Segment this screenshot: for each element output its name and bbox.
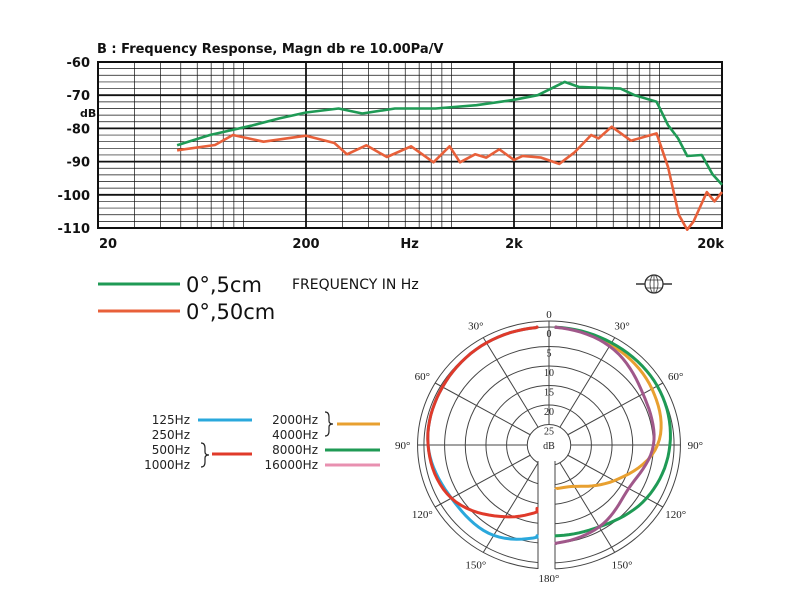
frequency-grid bbox=[97, 61, 723, 229]
x-tick-label: 2k bbox=[505, 237, 523, 252]
legend-125hz: 125Hz bbox=[152, 413, 190, 427]
legend-250hz: 250Hz bbox=[152, 428, 190, 442]
polar-radial-line bbox=[559, 337, 616, 428]
y-tick-label: -60 bbox=[67, 56, 91, 71]
polar-curve-16000hz bbox=[554, 325, 656, 545]
polar-ring-label: 0 bbox=[547, 329, 552, 340]
polar-radial-line bbox=[559, 462, 616, 553]
polar-curve-500hz-1000hz bbox=[426, 325, 539, 519]
polar-radial-line bbox=[482, 462, 539, 553]
polar-ring-label: 15 bbox=[544, 388, 554, 399]
polar-angle-label-right: 60° bbox=[668, 371, 683, 383]
x-tick-label: 20 bbox=[99, 237, 117, 252]
polar-labels: 0 dB 180° 0 5 10 15 20 25 30° 30° 60° 60° 90° 90° 12… bbox=[395, 309, 703, 585]
polar-radial-line bbox=[567, 382, 664, 436]
legend-1000hz: 1000Hz bbox=[144, 458, 190, 472]
polar-angle-label-left: 30° bbox=[468, 320, 483, 332]
legend-8000hz: 8000Hz bbox=[272, 443, 318, 457]
polar-grid bbox=[417, 320, 681, 578]
legend-4000hz: 4000Hz bbox=[272, 428, 318, 442]
frequency-curves bbox=[176, 80, 724, 231]
frequency-annotation: FREQUENCY IN Hz bbox=[292, 277, 419, 293]
series-line-50cm bbox=[176, 125, 724, 231]
bk-logo bbox=[636, 274, 672, 294]
x-tick-label: 20k bbox=[697, 237, 724, 252]
polar-curves bbox=[426, 325, 672, 545]
polar-angle-label-left: 90° bbox=[395, 440, 410, 452]
y-axis-label: dB bbox=[80, 107, 96, 120]
polar-angle-label-right: 90° bbox=[688, 440, 703, 452]
polar-angle-label-right: 120° bbox=[665, 509, 686, 521]
x-tick-label: 200 bbox=[292, 237, 319, 252]
legend-label-5cm: 0°,5cm bbox=[186, 273, 262, 297]
polar-angle-label-left: 120° bbox=[412, 509, 433, 521]
polar-unit-label: dB bbox=[543, 441, 555, 452]
legend-2000hz: 2000Hz bbox=[272, 413, 318, 427]
polar-radial-line bbox=[434, 382, 531, 436]
polar-180-label: 180° bbox=[539, 573, 560, 585]
polar-angle-label-left: 60° bbox=[415, 371, 430, 383]
x-tick-label: Hz bbox=[400, 237, 418, 252]
polar-curve-2000hz-4000hz bbox=[554, 325, 663, 491]
polar-ring-label: 25 bbox=[544, 427, 554, 438]
y-tick-label: -100 bbox=[57, 189, 90, 204]
polar-angle-label-left: 150° bbox=[465, 560, 486, 572]
polar-legend: 125Hz 250Hz 500Hz 1000Hz 2000Hz 4000Hz 8… bbox=[144, 413, 318, 472]
y-tick-label: -80 bbox=[67, 122, 91, 137]
polar-angle-label-right: 30° bbox=[614, 320, 629, 332]
brace-right bbox=[324, 411, 334, 437]
plot-frame bbox=[97, 61, 723, 229]
y-axis-ticks: -60 -70 -80 -90 -100 -110 bbox=[57, 56, 90, 237]
y-tick-label: -70 bbox=[67, 89, 91, 104]
polar-angle-label-right: 150° bbox=[612, 560, 633, 572]
x-axis-ticks: 20 200 Hz 2k 20k bbox=[99, 237, 724, 252]
polar-curve-125hz-250hz bbox=[426, 325, 539, 541]
polar-ring-label: 5 bbox=[547, 349, 552, 360]
polar-top-label: 0 bbox=[546, 309, 552, 321]
polar-ring-label: 10 bbox=[544, 368, 554, 379]
chart-title: B : Frequency Response, Magn db re 10.00… bbox=[97, 42, 443, 57]
polar-gap bbox=[538, 460, 555, 578]
legend-16000hz: 16000Hz bbox=[265, 458, 319, 472]
y-tick-label: -90 bbox=[67, 156, 91, 171]
y-tick-label: -110 bbox=[57, 222, 90, 237]
legend-label-50cm: 0°,50cm bbox=[186, 300, 275, 324]
brace-left bbox=[200, 442, 210, 468]
polar-ring-label: 20 bbox=[544, 407, 554, 418]
legend-500hz: 500Hz bbox=[152, 443, 190, 457]
polar-radial-line bbox=[482, 337, 539, 428]
